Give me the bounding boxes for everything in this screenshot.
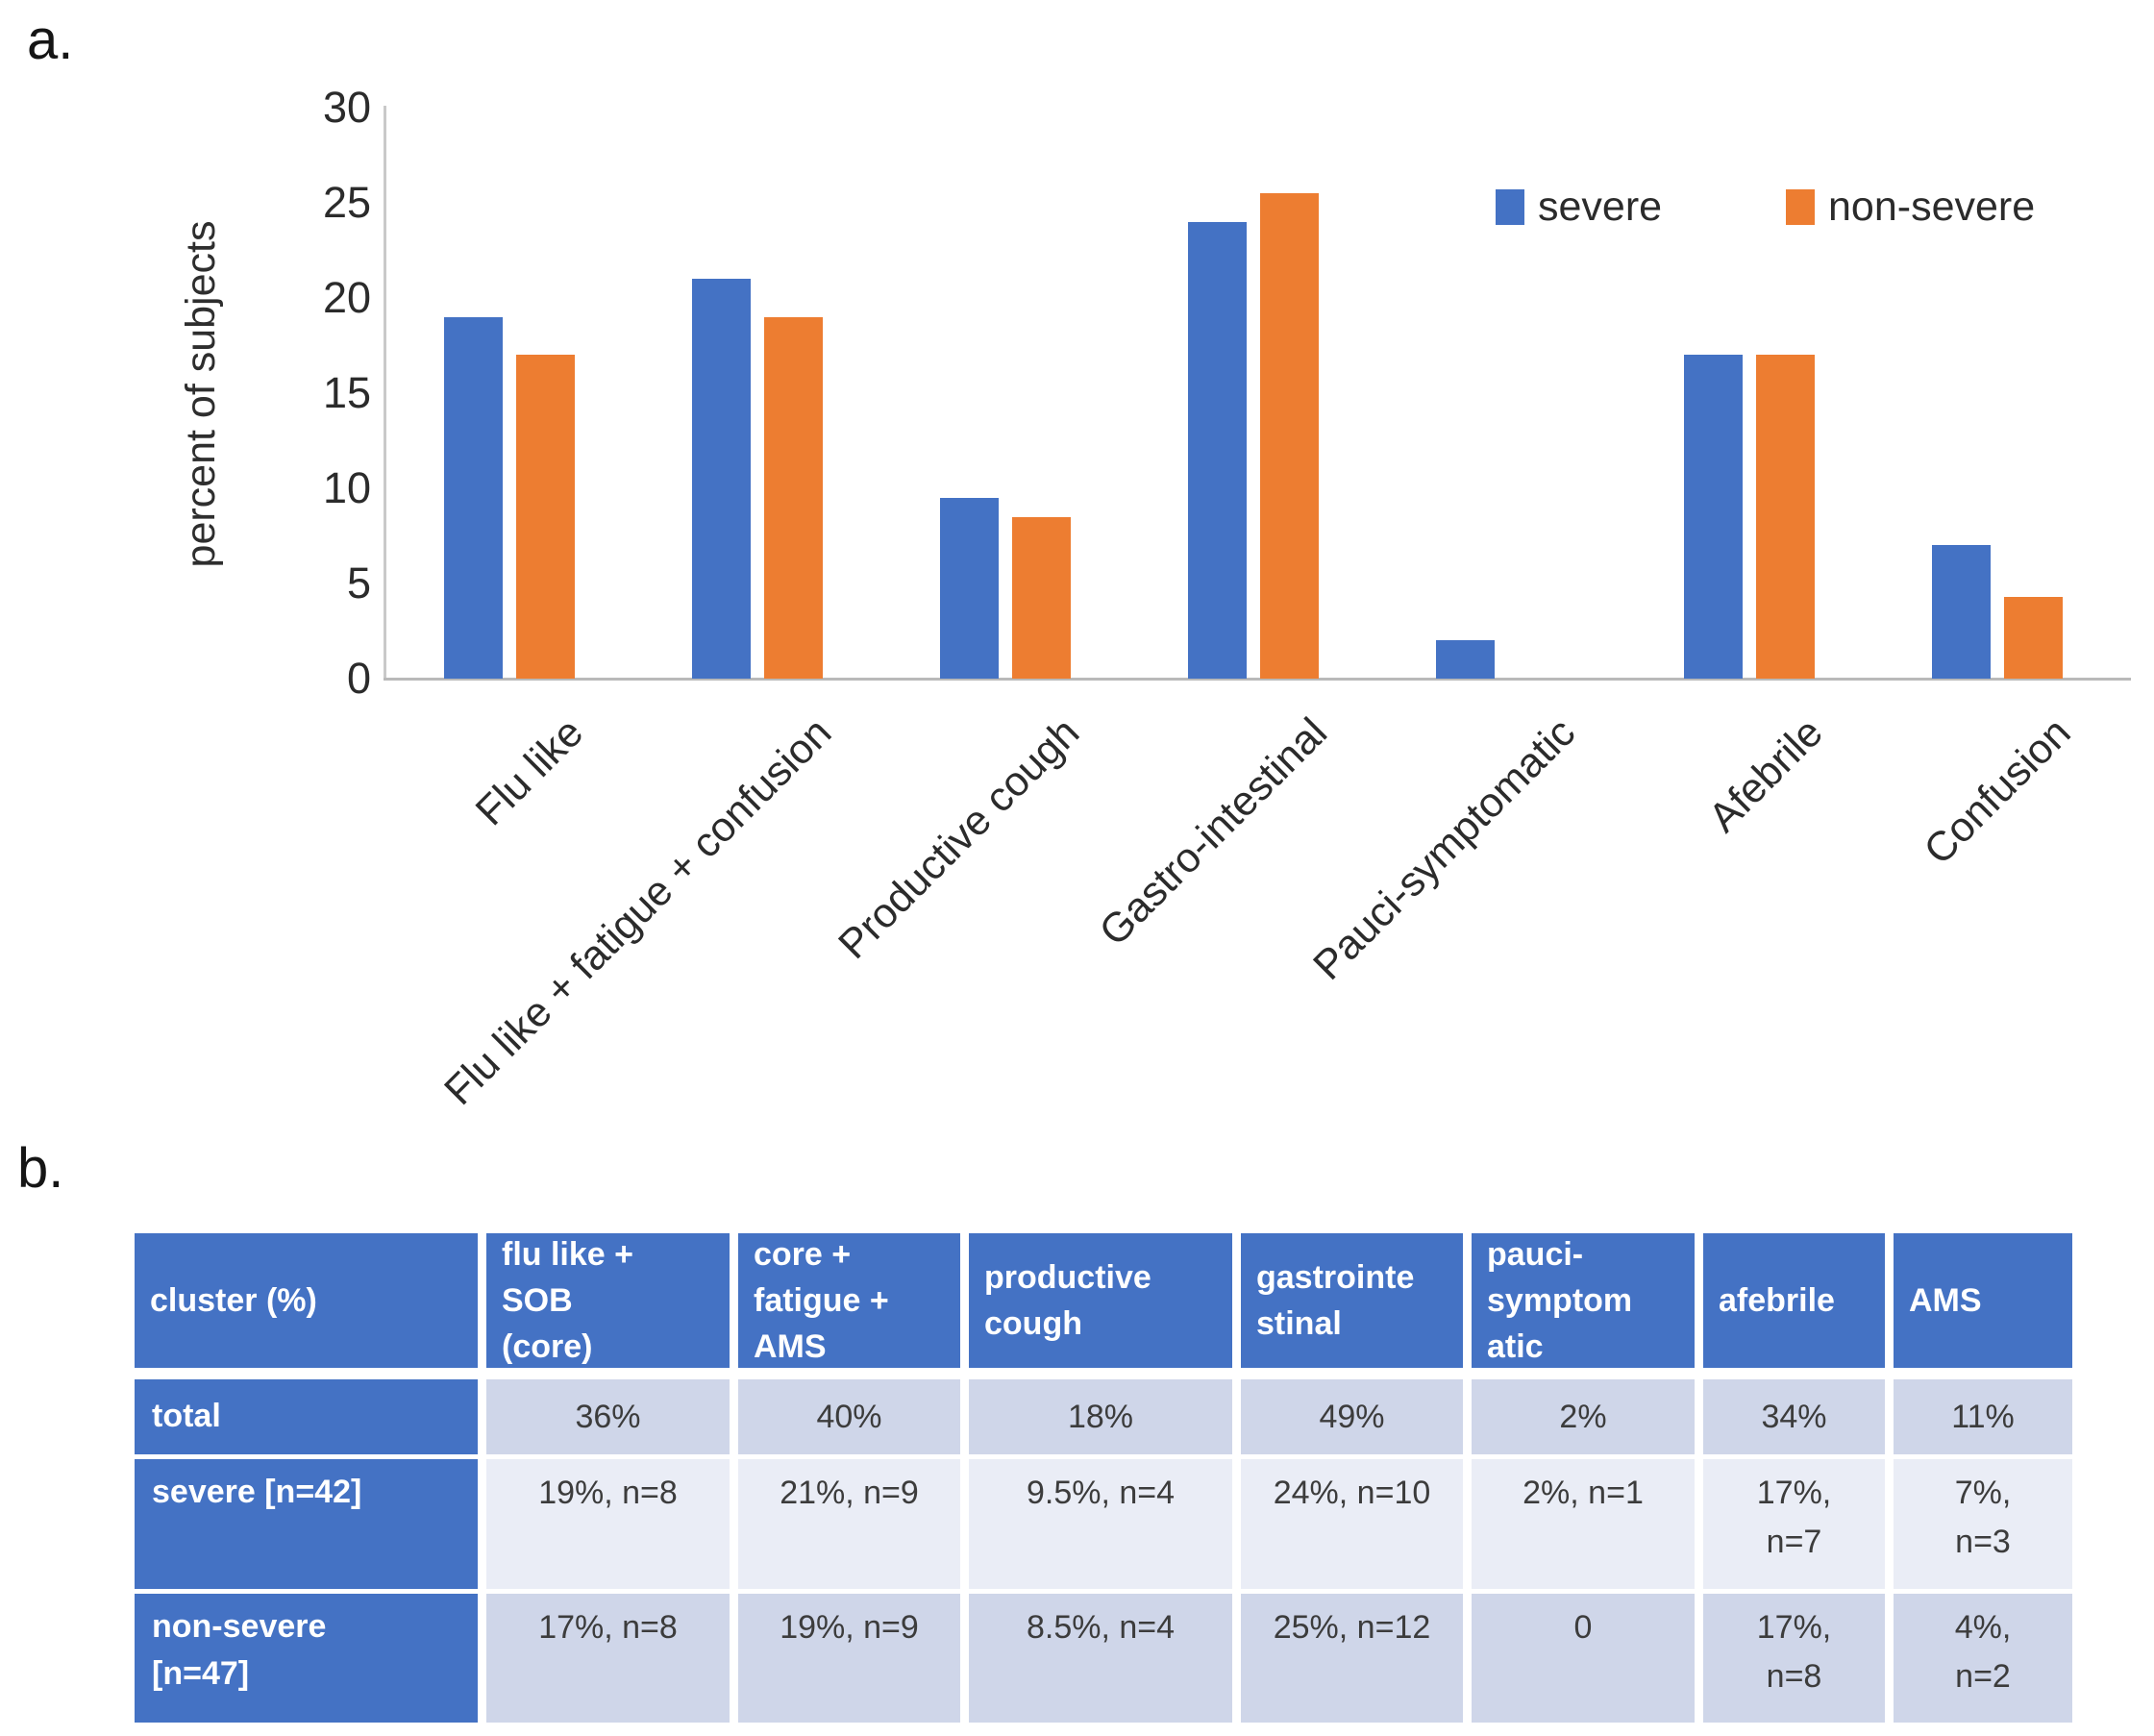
- data-cell: 19%, n=9: [738, 1594, 960, 1723]
- bar-non-severe-flu-like: [516, 355, 575, 679]
- row-label-cell: total: [135, 1379, 478, 1454]
- legend-item-non-severe: non-severe: [1786, 186, 2035, 228]
- data-cell: 34%: [1703, 1379, 1885, 1454]
- data-cell: 24%, n=10: [1241, 1459, 1463, 1589]
- bar-severe-pauci-symptomatic: [1436, 640, 1495, 679]
- panel-b-label: b.: [17, 1137, 64, 1200]
- legend-swatch-non-severe: [1786, 188, 1815, 225]
- legend-item-severe: severe: [1496, 186, 1662, 228]
- bar-severe-flu-like-fatigue-confusion: [692, 279, 751, 679]
- data-cell: 49%: [1241, 1379, 1463, 1454]
- row-label-cell: non-severe [n=47]: [135, 1594, 478, 1723]
- header-cell-5: pauci- symptom atic: [1472, 1233, 1695, 1368]
- row-label-cell: severe [n=42]: [135, 1459, 478, 1589]
- x-category-label: Productive cough: [829, 709, 1088, 968]
- legend-label-severe: severe: [1538, 184, 1663, 230]
- data-cell: 8.5%, n=4: [969, 1594, 1232, 1723]
- x-category-label: Afebrile: [1699, 709, 1832, 842]
- bar-non-severe-confusion: [2004, 596, 2063, 679]
- data-cell: 25%, n=12: [1241, 1594, 1463, 1723]
- header-cell-6: afebrile: [1703, 1233, 1885, 1368]
- y-tick-label: 5: [346, 558, 371, 608]
- data-cell: 18%: [969, 1379, 1232, 1454]
- y-tick-label: 10: [322, 463, 371, 512]
- header-cell-2: core + fatigue + AMS: [738, 1233, 960, 1368]
- y-tick-label: 0: [346, 654, 371, 703]
- bar-non-severe-gastro-intestinal: [1260, 193, 1319, 679]
- panel-a-label: a.: [27, 9, 74, 71]
- data-cell: 9.5%, n=4: [969, 1459, 1232, 1589]
- table-row-severe: severe [n=42] 19%, n=8 21%, n=9 9.5%, n=4 24…: [135, 1459, 2072, 1589]
- header-cell-3: productive cough: [969, 1233, 1232, 1368]
- y-tick-label: 20: [322, 273, 371, 322]
- data-cell: 17%, n=7: [1703, 1459, 1885, 1589]
- bar-non-severe-flu-like-fatigue-confusion: [764, 316, 823, 679]
- y-tick-label: 25: [322, 178, 371, 227]
- y-tick-label: 30: [322, 83, 371, 132]
- header-cell-7: AMS: [1894, 1233, 2072, 1368]
- data-cell: 7%, n=3: [1894, 1459, 2072, 1589]
- bar-severe-gastro-intestinal: [1188, 221, 1247, 679]
- data-cell: 2%, n=1: [1472, 1459, 1695, 1589]
- data-cell: 40%: [738, 1379, 960, 1454]
- cluster-table: cluster (%) flu like + SOB (core) core + f…: [135, 1233, 2072, 1723]
- bar-non-severe-afebrile: [1756, 355, 1815, 679]
- header-cell-1: flu like + SOB (core): [486, 1233, 730, 1368]
- data-cell: 17%, n=8: [1703, 1594, 1885, 1723]
- bar-non-severe-productive-cough: [1012, 516, 1071, 679]
- header-cell-0: cluster (%): [135, 1233, 478, 1368]
- x-category-label: Confusion: [1916, 709, 2080, 874]
- table-row-total: total 36% 40% 18% 49% 2% 34% 11%: [135, 1379, 2072, 1454]
- bar-severe-productive-cough: [940, 497, 999, 679]
- x-category-label: Gastro-intestinal: [1090, 709, 1336, 955]
- y-tick-label: 15: [322, 368, 371, 417]
- data-cell: 36%: [486, 1379, 730, 1454]
- table-header-row: cluster (%) flu like + SOB (core) core + f…: [135, 1233, 2072, 1368]
- bar-severe-afebrile: [1684, 355, 1743, 679]
- table-row-non-severe: non-severe [n=47] 17%, n=8 19%, n=9 8.5%, n…: [135, 1594, 2072, 1723]
- data-cell: 17%, n=8: [486, 1594, 730, 1723]
- header-cell-4: gastrointe stinal: [1241, 1233, 1463, 1368]
- y-axis-title: percent of subjects: [178, 220, 224, 568]
- legend-label-non-severe: non-severe: [1828, 184, 2036, 230]
- legend-swatch-severe: [1496, 188, 1524, 225]
- x-category-label: Pauci-symptomatic: [1304, 709, 1584, 989]
- x-category-label: Flu like: [466, 709, 592, 835]
- data-cell: 2%: [1472, 1379, 1695, 1454]
- data-cell: 4%, n=2: [1894, 1594, 2072, 1723]
- data-cell: 11%: [1894, 1379, 2072, 1454]
- data-cell: 21%, n=9: [738, 1459, 960, 1589]
- bar-severe-flu-like: [444, 316, 503, 679]
- x-axis-line: [384, 678, 2131, 681]
- data-cell: 19%, n=8: [486, 1459, 730, 1589]
- y-axis-line: [384, 106, 386, 681]
- bar-severe-confusion: [1932, 545, 1991, 679]
- data-cell: 0: [1472, 1594, 1695, 1723]
- x-category-label: Flu like + fatigue + confusion: [434, 709, 840, 1115]
